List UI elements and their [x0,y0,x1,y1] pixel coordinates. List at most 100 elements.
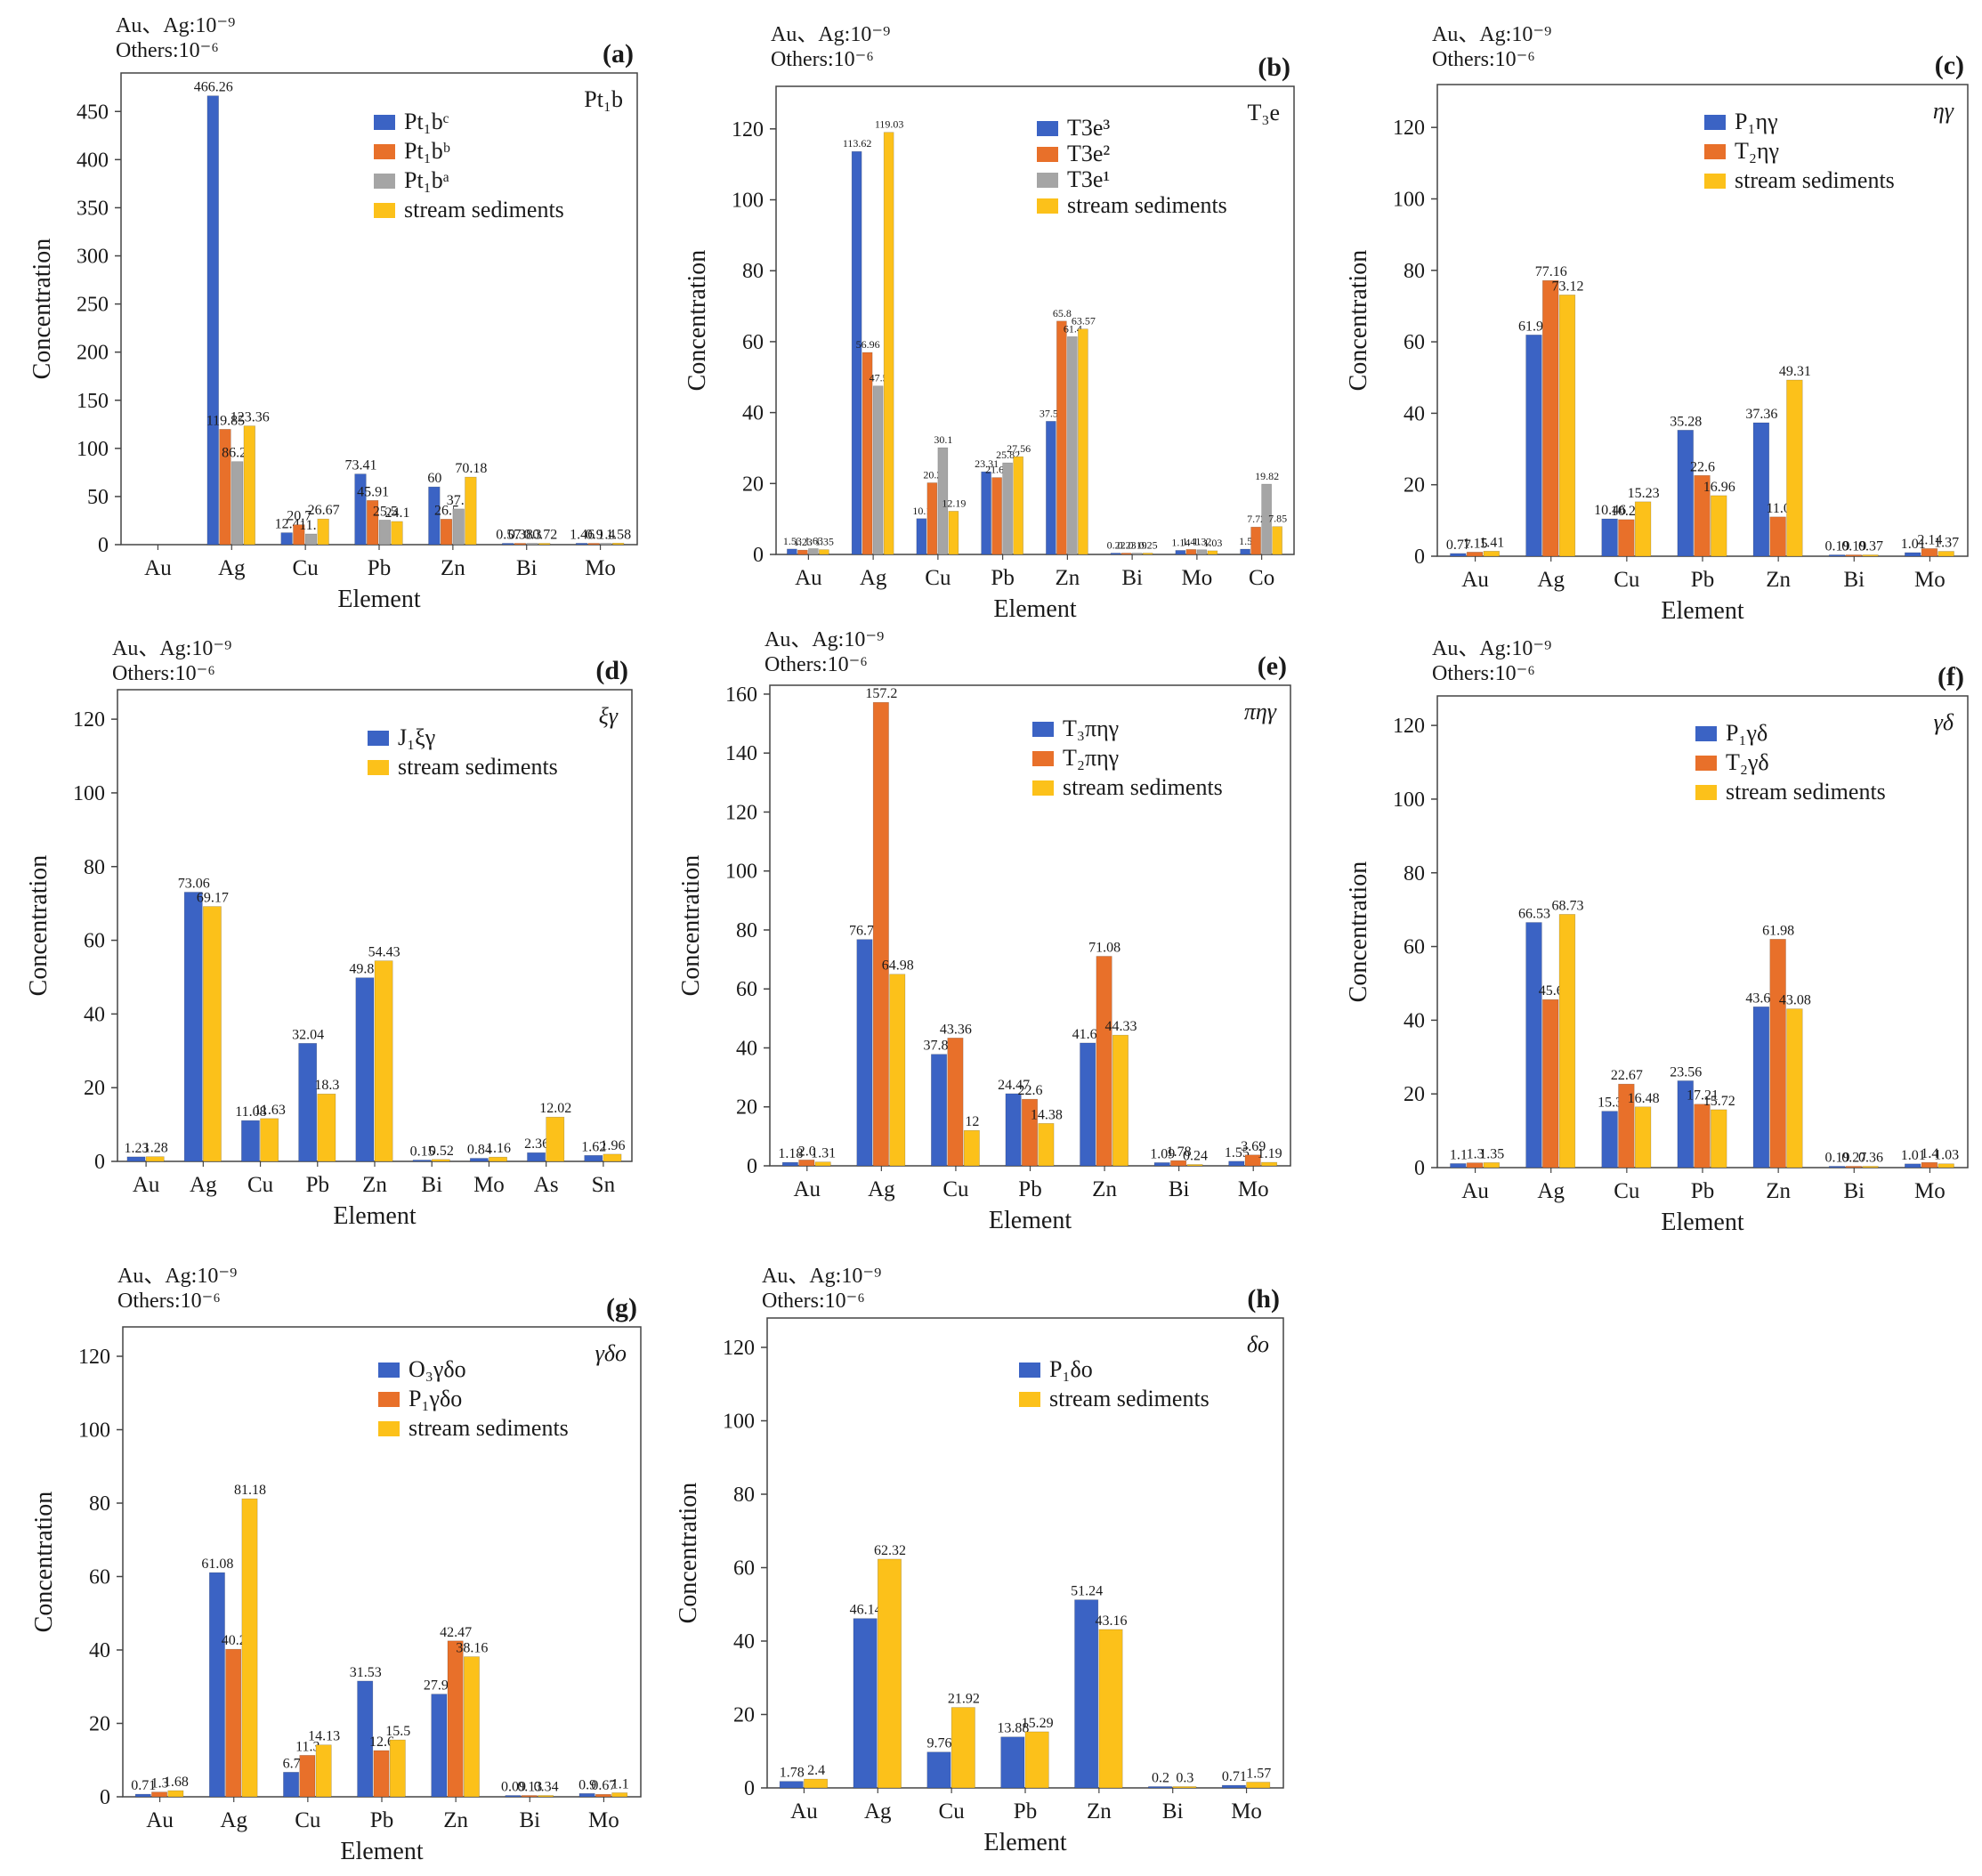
bar [1250,526,1261,555]
data-label: 10.1 [912,505,931,517]
y-tick-label: 100 [78,1419,110,1443]
bar [1261,1161,1278,1167]
legend-swatch [368,760,389,775]
bar [243,425,255,546]
y-tick-label: 40 [1404,402,1425,425]
bar [872,385,884,555]
legend-swatch [378,1363,400,1378]
x-category-label: Cu [942,1177,969,1201]
bar [1634,1106,1652,1168]
legend-label: stream sediments [1726,779,1886,805]
bar [1466,1162,1484,1168]
bar [1221,1784,1246,1789]
data-label: 7.72 [1247,513,1266,525]
bar [1207,550,1218,555]
data-label: 13.88 [997,1721,1029,1736]
bar [1246,1782,1271,1789]
data-label: 11.63 [254,1103,285,1118]
data-label: 24.1 [385,505,410,521]
legend-label: T₂γδ [1726,749,1769,775]
x-category-label: Zn [1092,1177,1117,1201]
bar [219,429,231,546]
bar [1261,483,1272,555]
y-tick-label: 0 [1414,546,1425,569]
data-label: 1.01 [1901,1148,1926,1163]
bar [1170,1160,1187,1167]
bar [1828,1166,1846,1168]
bar [317,518,329,546]
data-label: 22.67 [1611,1068,1643,1083]
units-line-2: Others:10⁻⁶ [116,39,219,62]
bar [521,1795,538,1798]
y-tick-label: 150 [77,390,109,413]
legend-swatch [378,1421,400,1436]
panel-label: (f) [1938,662,1964,691]
bar [283,1772,300,1798]
units-line-1: Au、Ag:10⁻⁹ [116,14,235,37]
x-category-label: Cu [295,1808,321,1832]
bar [851,150,862,555]
bar [1196,549,1208,555]
data-label: 2.0 [798,1144,816,1159]
units-line-1: Au、Ag:10⁻⁹ [1432,23,1551,46]
data-label: 12 [965,1114,979,1129]
bar [1677,430,1694,557]
bar [538,1795,554,1798]
data-label: 23.56 [1670,1064,1702,1080]
bar [877,1558,902,1789]
bar [206,95,219,546]
data-label: 49.83 [349,962,381,977]
x-category-label: Zn [1087,1799,1112,1823]
x-category-label: Au [146,1808,174,1832]
data-label: 1.41 [1182,535,1201,547]
x-category-label: Pb [368,556,391,580]
bar [798,1160,815,1167]
legend-swatch [1032,780,1054,796]
x-axis-label: Element [333,1202,417,1230]
bar [465,476,477,546]
x-category-label: Ag [1537,1179,1565,1203]
bar [463,1656,480,1798]
y-tick-label: 80 [1404,260,1425,283]
units-line-2: Others:10⁻⁶ [762,1290,865,1313]
legend-swatch [1695,785,1717,800]
legend-swatch [374,144,395,159]
bar [167,1790,184,1798]
bar [926,1751,951,1789]
data-label: 0.71 [1222,1769,1247,1784]
units-line-1: Au、Ag:10⁻⁹ [762,1265,881,1288]
data-label: 69.17 [197,891,229,906]
data-label: 31.53 [350,1665,382,1680]
data-label: 70.18 [455,461,487,476]
bar [1786,379,1803,557]
panel-title: γδο [595,1340,627,1366]
x-category-label: Bi [516,556,538,580]
bar [1013,456,1023,555]
data-label: 0.13 [517,1780,542,1795]
y-tick-label: 20 [1404,1083,1425,1106]
data-label: 0.36 [1858,1151,1883,1166]
bar [1694,1104,1711,1168]
data-label: 56.96 [856,338,880,351]
data-label: 1.4 [597,527,615,542]
data-label: 1.96 [600,1138,625,1153]
y-tick-label: 120 [723,1337,755,1360]
bar [431,1694,448,1798]
data-label: 27.56 [1007,442,1031,455]
bar [1022,1098,1038,1167]
y-tick-label: 160 [725,683,757,707]
data-label: 0.19 [1129,539,1147,552]
x-category-label: Zn [1766,568,1791,592]
data-label: 1.57 [1246,1767,1271,1782]
bar [963,1129,980,1167]
y-tick-label: 120 [1393,715,1425,738]
y-tick-label: 80 [89,1492,110,1516]
bar [1038,1123,1055,1167]
data-label: 1.32 [1193,536,1211,548]
bar [1558,295,1576,557]
y-tick-label: 20 [742,473,764,496]
